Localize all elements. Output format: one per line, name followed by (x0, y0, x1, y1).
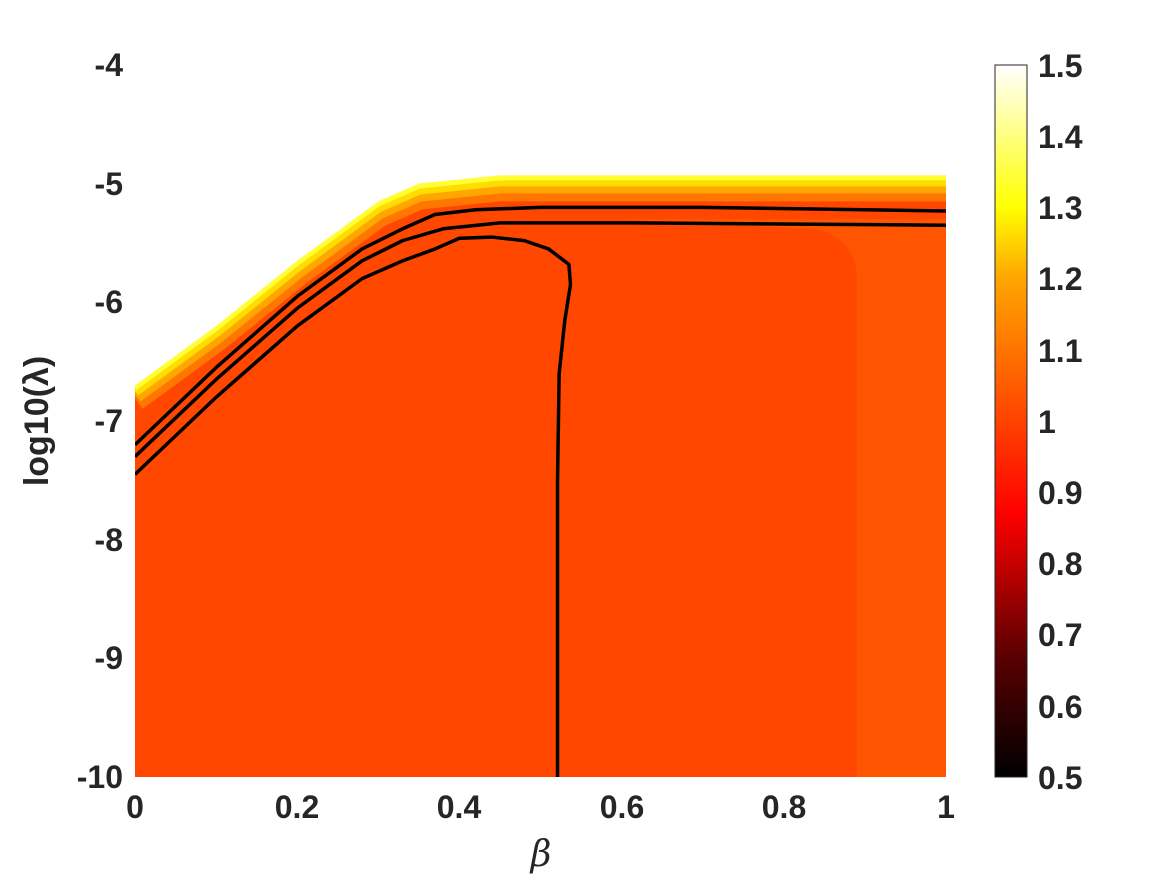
contour-line-3 (135, 235, 573, 777)
y-axis-label: log10(λ) (18, 356, 56, 486)
y-axis-ticks: -4 -5 -6 -7 -8 -9 -10 (77, 47, 123, 795)
x-tick-label: 0.4 (437, 789, 482, 825)
colorbar-tick-label: 1.2 (1038, 261, 1082, 297)
x-axis-label: β (529, 834, 552, 875)
contour-line-1 (135, 205, 946, 447)
colorbar-tick-label: 1.5 (1038, 48, 1082, 84)
y-tick-label: -9 (95, 640, 123, 676)
contour-line-2 (135, 221, 946, 458)
heatmap-right-region (616, 219, 946, 777)
colorbar-tick-label: 1.4 (1038, 119, 1083, 155)
y-tick-label: -5 (95, 166, 123, 202)
colorbar-ticks: 1.5 1.4 1.3 1.2 1.1 1 0.9 0.8 0.7 0.6 0.… (1038, 48, 1083, 796)
heatmap-main-region (135, 175, 946, 777)
colorbar-tick-label: 1.3 (1038, 190, 1082, 226)
y-tick-label: -10 (77, 759, 123, 795)
colorbar-tick-label: 1.1 (1038, 333, 1082, 369)
colorbar (994, 64, 1028, 778)
x-axis-ticks: 0 0.2 0.4 0.6 0.8 1 (126, 789, 955, 825)
contour-lines (135, 205, 946, 777)
x-tick-label: 0 (126, 789, 144, 825)
x-tick-label: 0.8 (762, 789, 806, 825)
heatmap-edge-band (135, 175, 946, 390)
y-tick-label: -4 (95, 47, 124, 83)
heatmap-empty-region (135, 65, 946, 386)
x-tick-label: 0.2 (275, 789, 319, 825)
colorbar-tick-label: 0.7 (1038, 617, 1082, 653)
heatmap-area (135, 65, 946, 777)
colorbar-tick-label: 0.8 (1038, 546, 1082, 582)
y-tick-label: -6 (95, 284, 123, 320)
colorbar-tick-label: 0.5 (1038, 760, 1082, 796)
y-tick-label: -8 (95, 522, 123, 558)
colorbar-tick-label: 0.6 (1038, 689, 1082, 725)
x-tick-label: 0.6 (600, 789, 644, 825)
x-tick-label: 1 (937, 789, 955, 825)
colorbar-tick-label: 0.9 (1038, 475, 1082, 511)
y-tick-label: -7 (95, 403, 123, 439)
colorbar-tick-label: 1 (1038, 404, 1056, 440)
